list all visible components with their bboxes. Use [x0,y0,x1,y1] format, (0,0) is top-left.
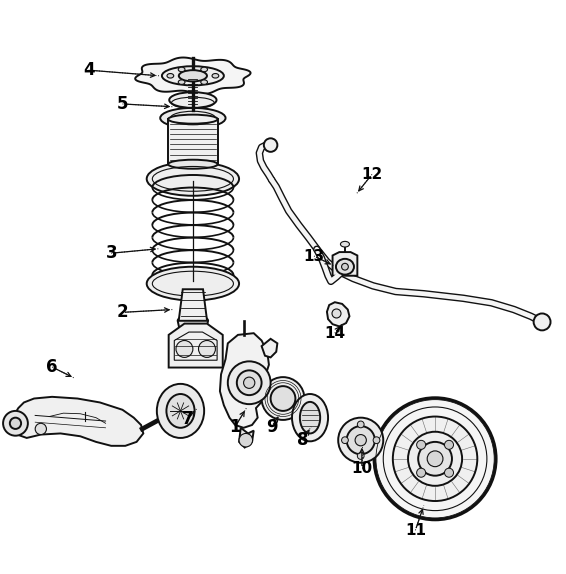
Ellipse shape [178,67,185,72]
Circle shape [239,433,252,447]
Ellipse shape [147,267,239,301]
Ellipse shape [168,115,218,123]
Polygon shape [333,252,357,276]
Circle shape [418,442,452,476]
Circle shape [10,418,21,429]
Text: 11: 11 [405,523,426,538]
Text: 3: 3 [105,244,117,262]
Text: 9: 9 [266,418,277,436]
Ellipse shape [340,242,349,247]
Circle shape [534,313,551,331]
Polygon shape [327,302,349,327]
Circle shape [3,411,28,436]
Text: 4: 4 [83,61,95,79]
Circle shape [408,432,462,486]
Circle shape [35,423,46,435]
Circle shape [341,437,348,444]
Ellipse shape [160,108,226,128]
Polygon shape [239,428,254,448]
Ellipse shape [162,66,224,86]
Text: 1: 1 [229,418,241,436]
Circle shape [393,417,477,501]
Circle shape [176,340,193,358]
Text: 14: 14 [324,325,345,341]
Circle shape [338,418,383,463]
Ellipse shape [292,394,328,441]
Ellipse shape [212,73,219,78]
Polygon shape [261,339,277,358]
Circle shape [357,452,364,459]
Text: 5: 5 [117,95,128,113]
Circle shape [444,440,453,449]
Circle shape [332,309,341,318]
Circle shape [237,370,261,395]
Ellipse shape [178,80,185,84]
Ellipse shape [147,162,239,196]
Text: 12: 12 [361,167,383,182]
Circle shape [427,451,443,467]
Ellipse shape [300,402,320,433]
Circle shape [444,468,453,477]
Polygon shape [135,57,251,94]
Polygon shape [220,333,269,428]
Ellipse shape [169,92,217,108]
Polygon shape [168,119,218,164]
Circle shape [228,362,271,404]
Polygon shape [169,324,223,367]
Circle shape [355,435,366,446]
Ellipse shape [157,384,204,438]
Ellipse shape [168,160,218,169]
Circle shape [373,437,380,444]
Ellipse shape [201,67,208,72]
Text: 7: 7 [182,410,193,428]
Text: 8: 8 [297,431,308,449]
Ellipse shape [201,80,208,84]
Circle shape [341,263,348,270]
Circle shape [346,426,375,454]
Polygon shape [10,397,143,446]
Circle shape [243,377,255,389]
Circle shape [417,468,426,477]
Circle shape [374,398,496,519]
Ellipse shape [179,70,207,82]
Circle shape [264,138,277,152]
Text: 6: 6 [46,358,58,376]
Ellipse shape [271,386,295,411]
Ellipse shape [336,259,354,274]
Ellipse shape [167,73,174,78]
Ellipse shape [261,377,305,420]
Circle shape [199,340,216,358]
Text: 13: 13 [303,249,324,263]
Text: 2: 2 [117,303,128,321]
Text: 10: 10 [351,461,372,476]
Circle shape [357,421,364,428]
Polygon shape [179,289,207,321]
Polygon shape [178,315,208,335]
Ellipse shape [166,394,195,428]
Circle shape [417,440,426,449]
